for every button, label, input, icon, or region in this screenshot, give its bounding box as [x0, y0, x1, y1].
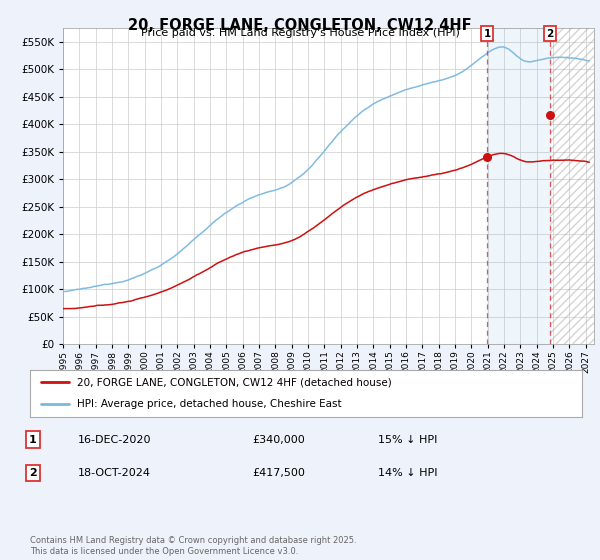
Text: 2: 2 — [29, 468, 37, 478]
Text: 18-OCT-2024: 18-OCT-2024 — [78, 468, 151, 478]
Text: Contains HM Land Registry data © Crown copyright and database right 2025.
This d: Contains HM Land Registry data © Crown c… — [30, 536, 356, 556]
Text: 20, FORGE LANE, CONGLETON, CW12 4HF (detached house): 20, FORGE LANE, CONGLETON, CW12 4HF (det… — [77, 377, 392, 388]
Text: 15% ↓ HPI: 15% ↓ HPI — [378, 435, 437, 445]
Text: 1: 1 — [484, 29, 491, 39]
Text: 14% ↓ HPI: 14% ↓ HPI — [378, 468, 437, 478]
Text: 1: 1 — [29, 435, 37, 445]
Text: HPI: Average price, detached house, Cheshire East: HPI: Average price, detached house, Ches… — [77, 399, 341, 409]
Text: 16-DEC-2020: 16-DEC-2020 — [78, 435, 151, 445]
Text: £417,500: £417,500 — [252, 468, 305, 478]
Text: £340,000: £340,000 — [252, 435, 305, 445]
Text: Price paid vs. HM Land Registry's House Price Index (HPI): Price paid vs. HM Land Registry's House … — [140, 28, 460, 38]
Text: 20, FORGE LANE, CONGLETON, CW12 4HF: 20, FORGE LANE, CONGLETON, CW12 4HF — [128, 18, 472, 33]
Text: 2: 2 — [546, 29, 553, 39]
